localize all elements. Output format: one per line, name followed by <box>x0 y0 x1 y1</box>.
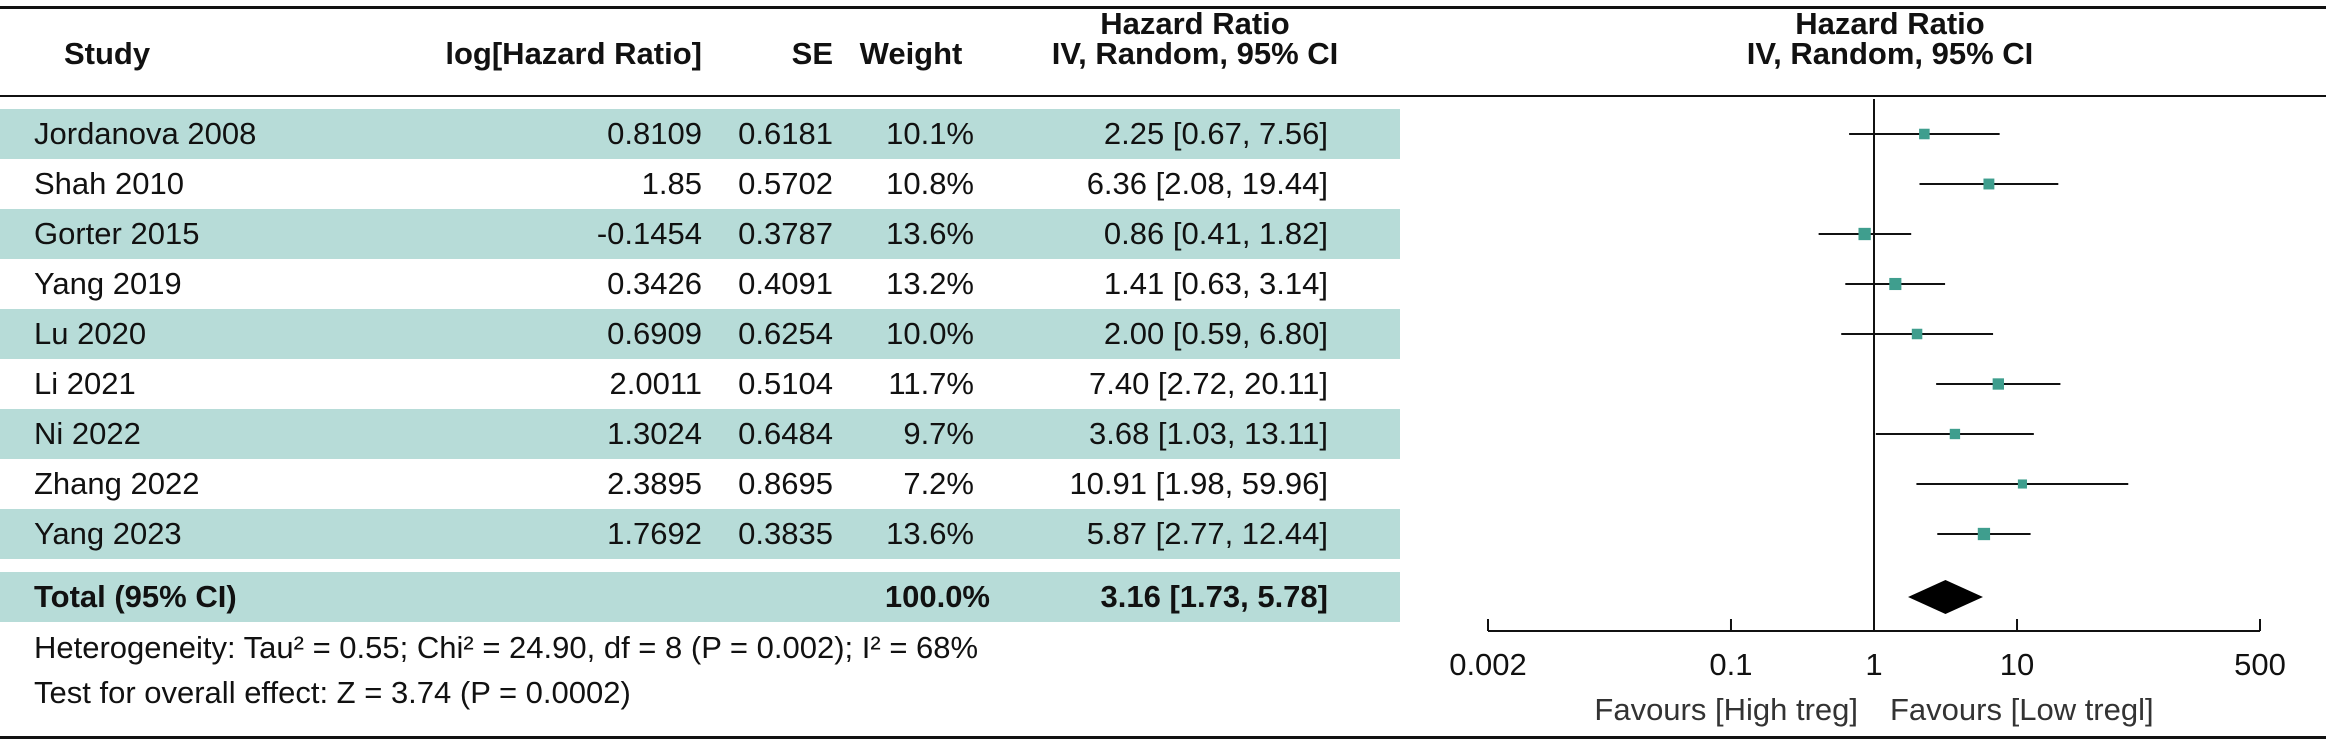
study-loghr: -0.1454 <box>596 216 702 251</box>
study-loghr: 0.6909 <box>607 316 702 351</box>
study-name: Ni 2022 <box>34 416 141 451</box>
table-row: Shah 2010 1.85 0.5702 10.8% 6.36 [2.08, … <box>0 159 1400 209</box>
study-se: 0.3835 <box>738 516 833 551</box>
plot-header-line1: Hazard Ratio <box>1795 6 1985 41</box>
table-row: Li 2021 2.0011 0.5104 11.7% 7.40 [2.72, … <box>0 359 1400 409</box>
study-point-marker <box>2017 479 2027 489</box>
table-row: Yang 2023 1.7692 0.3835 13.6% 5.87 [2.77… <box>0 509 1400 559</box>
study-loghr: 0.8109 <box>607 116 702 151</box>
study-hr-ci: 6.36 [2.08, 19.44] <box>1086 166 1328 201</box>
total-row: Total (95% CI) 100.0% 3.16 [1.73, 5.78] <box>0 572 1400 622</box>
study-weight: 9.7% <box>903 416 974 451</box>
study-loghr: 2.0011 <box>609 366 702 401</box>
header-loghr: log[Hazard Ratio] <box>445 36 702 71</box>
study-name: Zhang 2022 <box>34 466 200 501</box>
study-name: Yang 2023 <box>34 516 182 551</box>
study-weight: 7.2% <box>903 466 974 501</box>
table-row: Zhang 2022 2.3895 0.8695 7.2% 10.91 [1.9… <box>0 459 1400 509</box>
study-loghr: 1.7692 <box>607 516 702 551</box>
study-weight: 13.2% <box>886 266 974 301</box>
header-weight: Weight <box>859 36 963 71</box>
heterogeneity-text: Heterogeneity: Tau² = 0.55; Chi² = 24.90… <box>34 630 979 665</box>
study-point-marker <box>1983 178 1995 190</box>
study-name: Jordanova 2008 <box>34 116 257 151</box>
header-study: Study <box>64 36 151 71</box>
study-name: Yang 2019 <box>34 266 182 301</box>
study-loghr: 2.3895 <box>607 466 702 501</box>
overall-effect-text: Test for overall effect: Z = 3.74 (P = 0… <box>34 675 631 710</box>
header-se: SE <box>791 36 833 71</box>
study-loghr: 1.85 <box>641 166 702 201</box>
study-hr-ci: 1.41 [0.63, 3.14] <box>1103 266 1328 301</box>
study-hr-ci: 0.86 [0.41, 1.82] <box>1103 216 1328 251</box>
x-tick-label: 10 <box>2000 647 2034 682</box>
table-row: Jordanova 2008 0.8109 0.6181 10.1% 2.25 … <box>0 109 1400 159</box>
x-tick-label: 0.002 <box>1449 647 1527 682</box>
study-se: 0.6181 <box>738 116 833 151</box>
study-point-marker <box>1889 277 1902 291</box>
pooled-diamond <box>1908 580 1983 614</box>
study-se: 0.6484 <box>738 416 833 451</box>
study-point-marker <box>1992 378 2004 390</box>
study-se: 0.3787 <box>738 216 833 251</box>
study-name: Lu 2020 <box>34 316 147 351</box>
study-se: 0.6254 <box>738 316 833 351</box>
study-weight: 13.6% <box>886 216 974 251</box>
study-weight: 10.8% <box>886 166 974 201</box>
study-name: Gorter 2015 <box>34 216 200 251</box>
table-row: Gorter 2015 -0.1454 0.3787 13.6% 0.86 [0… <box>0 209 1400 259</box>
study-se: 0.8695 <box>738 466 833 501</box>
total-weight: 100.0% <box>884 579 990 614</box>
study-hr-ci: 3.68 [1.03, 13.11] <box>1088 416 1328 451</box>
total-label: Total (95% CI) <box>34 579 237 614</box>
study-loghr: 0.3426 <box>607 266 702 301</box>
study-point-marker <box>1919 128 1930 140</box>
study-name: Shah 2010 <box>34 166 184 201</box>
study-hr-ci: 5.87 [2.77, 12.44] <box>1086 516 1328 551</box>
study-se: 0.5702 <box>738 166 833 201</box>
study-point-marker <box>1949 428 1961 440</box>
study-hr-ci: 7.40 [2.72, 20.11] <box>1088 366 1328 401</box>
study-se: 0.4091 <box>738 266 833 301</box>
study-weight: 11.7% <box>888 366 974 401</box>
study-weight: 13.6% <box>886 516 974 551</box>
study-se: 0.5104 <box>738 366 833 401</box>
table-row: Ni 2022 1.3024 0.6484 9.7% 3.68 [1.03, 1… <box>0 409 1400 459</box>
table-row: Yang 2019 0.3426 0.4091 13.2% 1.41 [0.63… <box>0 259 1400 309</box>
study-hr-ci: 2.00 [0.59, 6.80] <box>1103 316 1328 351</box>
study-weight: 10.1% <box>886 116 974 151</box>
top-rule <box>0 6 2326 9</box>
table-row: Lu 2020 0.6909 0.6254 10.0% 2.00 [0.59, … <box>0 309 1400 359</box>
study-weight: 10.0% <box>886 316 974 351</box>
study-point-marker <box>1858 227 1871 241</box>
x-tick-label: 0.1 <box>1709 647 1752 682</box>
study-point-marker <box>1977 527 1991 541</box>
header-hr-line1: Hazard Ratio <box>1100 6 1290 41</box>
study-hr-ci: 10.91 [1.98, 59.96] <box>1069 466 1328 501</box>
bottom-rule <box>0 736 2326 739</box>
header-hr-line2: IV, Random, 95% CI <box>1051 36 1339 71</box>
study-name: Li 2021 <box>34 366 136 401</box>
x-tick-label: 1 <box>1865 647 1882 682</box>
favours-right-label: Favours [Low tregl] <box>1890 692 2154 727</box>
study-point-marker <box>1911 328 1923 340</box>
x-tick-label: 500 <box>2234 647 2286 682</box>
favours-left-label: Favours [High treg] <box>1594 692 1858 727</box>
plot-header-line2: IV, Random, 95% CI <box>1746 36 2034 71</box>
study-hr-ci: 2.25 [0.67, 7.56] <box>1103 116 1328 151</box>
study-loghr: 1.3024 <box>607 416 702 451</box>
total-hr-ci: 3.16 [1.73, 5.78] <box>1100 579 1329 614</box>
header-rule <box>0 95 2326 97</box>
